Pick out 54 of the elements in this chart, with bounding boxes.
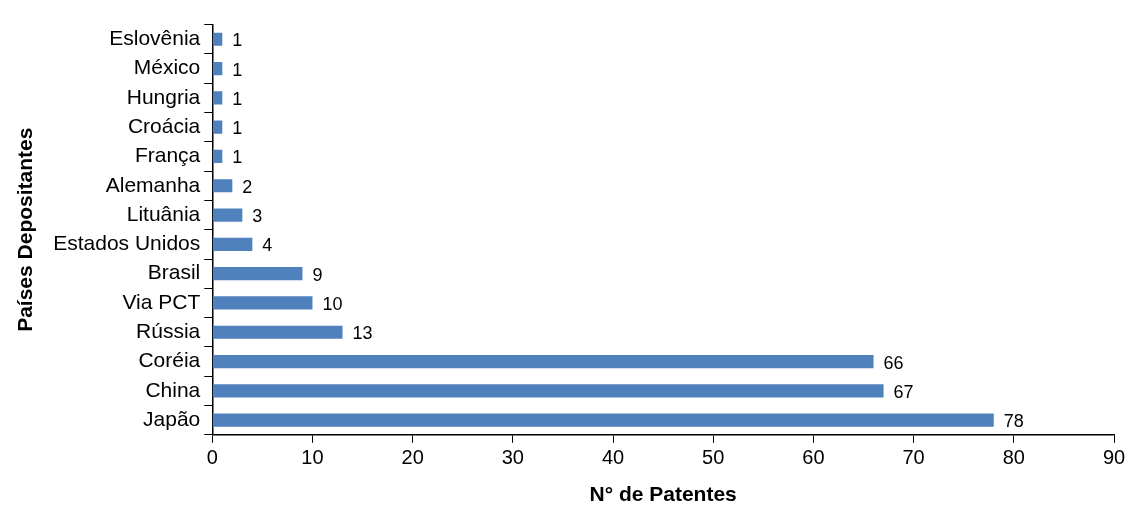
bar xyxy=(212,179,233,193)
data-label: 66 xyxy=(883,352,904,373)
x-tick-label: 30 xyxy=(501,446,524,469)
bar xyxy=(212,384,884,398)
x-tick-label: 0 xyxy=(206,446,218,469)
bar xyxy=(212,120,223,134)
y-tick-label: Estados Unidos xyxy=(53,231,201,255)
y-axis-title: Países Depositantes xyxy=(13,127,37,332)
data-label: 2 xyxy=(242,176,253,197)
bar xyxy=(212,413,994,427)
y-tick-label: Via PCT xyxy=(122,289,201,313)
bar xyxy=(212,61,223,76)
x-tick-label: 90 xyxy=(1102,446,1126,469)
data-label: 1 xyxy=(232,147,243,168)
y-tick-label: Alemanha xyxy=(105,172,201,196)
bar xyxy=(212,296,313,310)
data-label: 67 xyxy=(893,381,914,402)
x-tick-label: 40 xyxy=(601,446,625,469)
data-label: 13 xyxy=(352,323,373,344)
y-tick-label: Croácia xyxy=(127,113,201,137)
data-label: 3 xyxy=(252,206,263,227)
bar xyxy=(212,237,253,251)
bar xyxy=(212,32,223,46)
x-axis-title: N° de Patentes xyxy=(589,482,737,506)
y-tick-label: Eslovênia xyxy=(109,26,201,50)
bar xyxy=(212,354,874,369)
data-label: 78 xyxy=(1003,411,1024,432)
y-tick-label: Brasil xyxy=(147,260,201,284)
data-label: 9 xyxy=(312,264,323,285)
x-tick-label: 80 xyxy=(1002,446,1025,469)
bar xyxy=(212,149,223,164)
bar xyxy=(212,208,243,222)
x-tick-label: 60 xyxy=(802,446,825,469)
bar xyxy=(212,91,223,105)
x-tick-label: 10 xyxy=(301,446,324,469)
x-tick-label: 70 xyxy=(902,446,925,469)
y-tick-label: México xyxy=(133,55,201,79)
data-label: 4 xyxy=(262,235,273,256)
x-tick-label: 20 xyxy=(401,446,424,469)
y-tick-label: Lituânia xyxy=(126,201,201,225)
bar xyxy=(212,267,303,281)
y-tick-label: Japão xyxy=(143,406,201,430)
y-tick-label: França xyxy=(134,143,201,167)
data-label: 1 xyxy=(232,88,243,109)
y-tick-label: Rússia xyxy=(136,319,201,343)
y-tick-label: Hungria xyxy=(126,84,201,108)
data-label: 1 xyxy=(232,59,243,80)
y-tick-label: Coréia xyxy=(138,348,201,372)
data-label: 1 xyxy=(232,118,243,139)
bar xyxy=(212,325,343,339)
y-tick-label: China xyxy=(145,377,201,401)
data-label: 1 xyxy=(232,30,243,51)
x-tick-label: 50 xyxy=(702,446,725,469)
data-label: 10 xyxy=(322,293,343,314)
